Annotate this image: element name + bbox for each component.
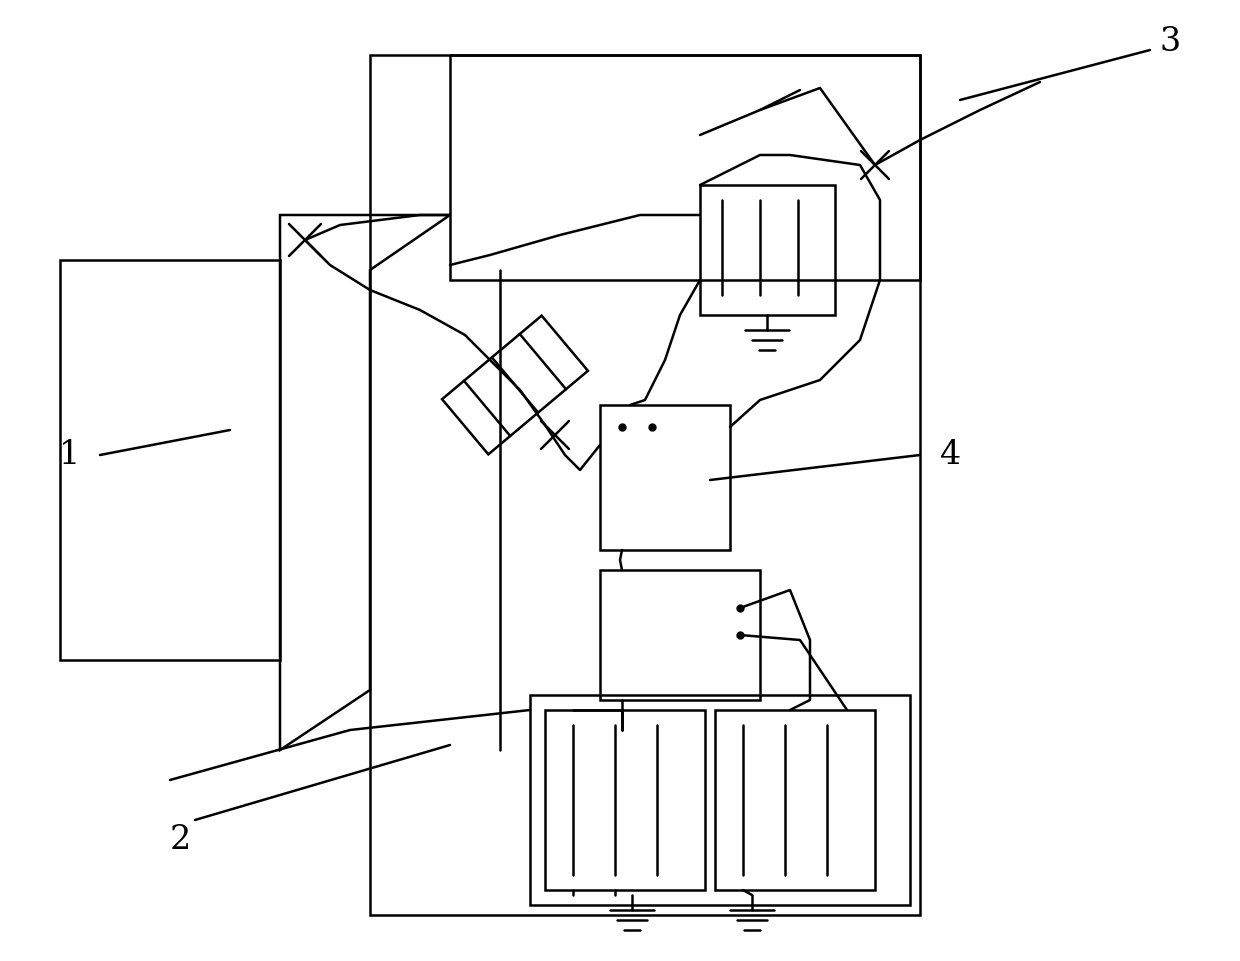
Bar (450, 55, 920, 280)
Text: 1: 1 (58, 439, 81, 471)
Text: 2: 2 (170, 824, 191, 856)
Bar (60, 260, 280, 660)
Bar (701, 185, 835, 315)
Bar (370, 55, 920, 915)
Text: 4: 4 (940, 439, 961, 471)
Bar (600, 405, 730, 550)
Text: 3: 3 (1159, 26, 1180, 58)
Bar (546, 710, 706, 890)
Bar (529, 695, 910, 905)
Bar (600, 570, 760, 700)
Bar (715, 710, 875, 890)
